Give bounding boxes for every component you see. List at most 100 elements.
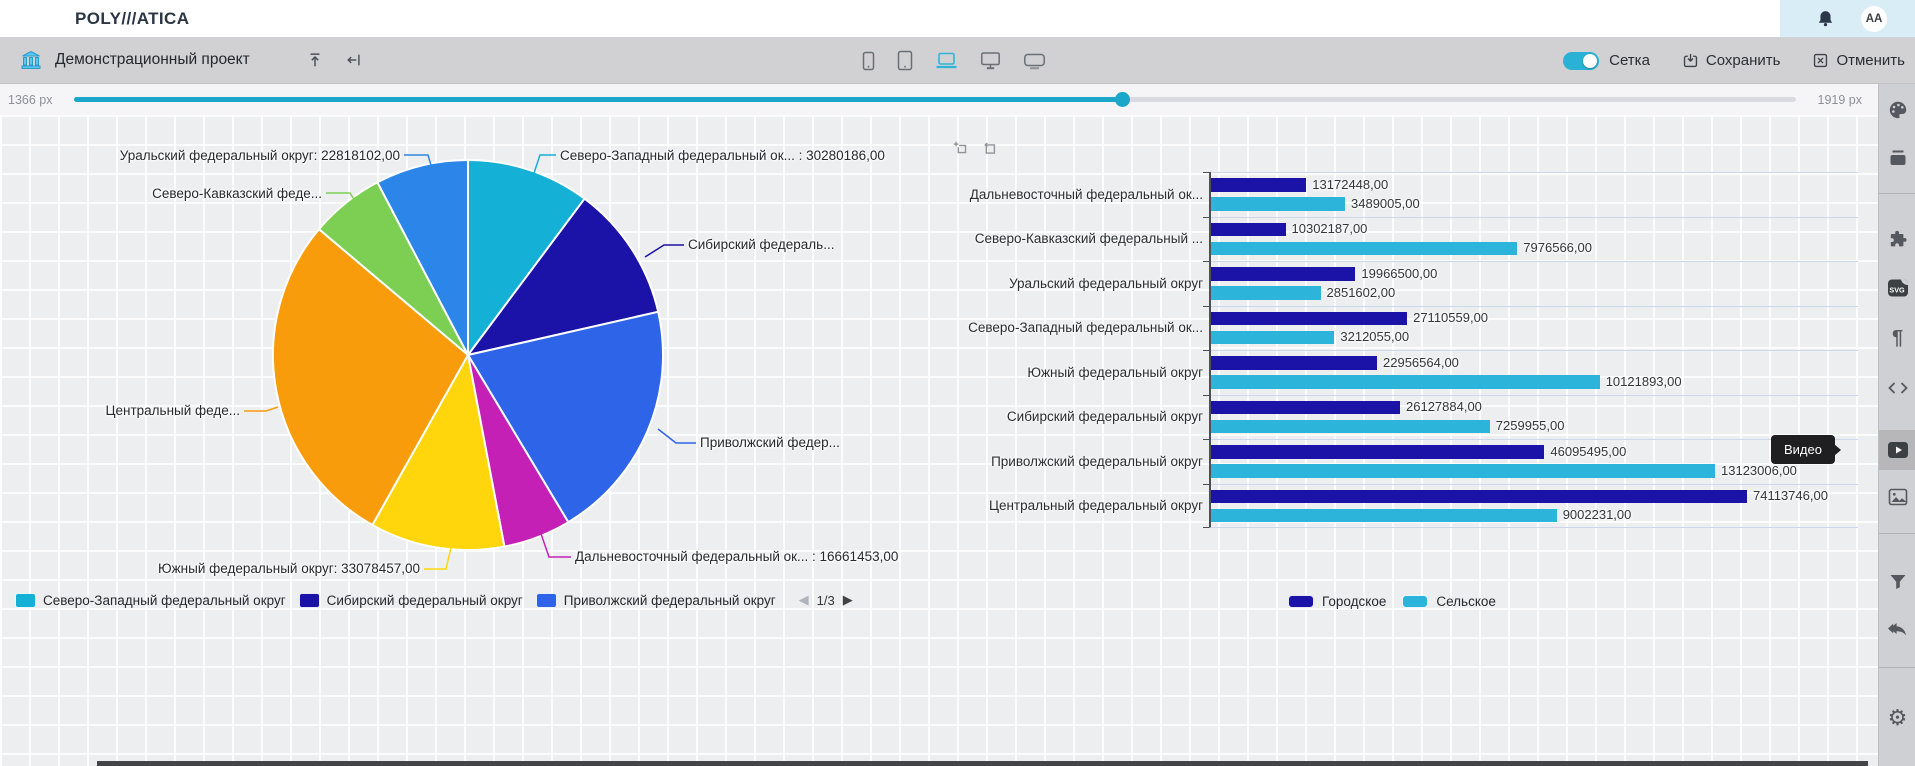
- pie-legend: Северо-Западный федеральный округ Сибирск…: [15, 592, 853, 608]
- bar-segment-Сельское[interactable]: [1211, 330, 1335, 344]
- grid-toggle[interactable]: [1563, 51, 1600, 70]
- dashboard-main: 1366 px 1919 px Уральский федеральный ок…: [0, 84, 1915, 766]
- legend-label: Северо-Западный федеральный округ: [43, 592, 286, 608]
- legend-swatch: [1402, 595, 1429, 608]
- toggle-knob: [1583, 53, 1598, 68]
- pie-callout-label: Уральский федеральный округ: 22818102,00: [119, 148, 400, 163]
- bar-widget-actions: [952, 140, 998, 158]
- topbar-user-area: AA: [1780, 0, 1915, 37]
- pie-slice[interactable]: [467, 310, 665, 524]
- bar-segment-Городское[interactable]: [1211, 222, 1286, 236]
- bar-category-label: Сибирский федеральный округ: [1006, 409, 1203, 425]
- bar-chart: 13172448,00 3489005,00 10302187,00 7976566,…: [1203, 172, 1858, 528]
- topbar: POLY///ATICA AA: [0, 0, 1915, 37]
- save-button[interactable]: Сохранить: [1682, 52, 1781, 69]
- bar-category-label: Приволжский федеральный округ: [991, 453, 1203, 469]
- bar-group: 13172448,00 3489005,00: [1203, 172, 1858, 217]
- slider-thumb[interactable]: [1115, 92, 1131, 107]
- bar-group: 19966500,00 2851602,00: [1203, 261, 1858, 306]
- pie-slice[interactable]: [467, 197, 660, 356]
- select-area-icon[interactable]: [952, 140, 970, 158]
- reset-selection-icon[interactable]: [980, 140, 998, 158]
- bar-value-label: 10302187,00: [1291, 221, 1368, 236]
- bar-segment-Городское[interactable]: [1211, 489, 1747, 503]
- collapse-panel-icon[interactable]: [346, 51, 362, 69]
- code-icon[interactable]: [1879, 368, 1915, 408]
- pie-legend-item: Северо-Западный федеральный округ: [15, 592, 286, 608]
- export-icon[interactable]: [306, 51, 324, 69]
- bar-value-label: 19966500,00: [1361, 265, 1438, 281]
- pie-legend-item: Сибирский федеральный округ: [298, 592, 523, 608]
- bar-segment-Сельское[interactable]: [1211, 464, 1715, 478]
- bar-value-label: 74113746,00: [1753, 488, 1828, 503]
- layers-icon[interactable]: [1879, 138, 1915, 178]
- avatar[interactable]: AA: [1861, 5, 1887, 32]
- bar-value-label: 2851602,00: [1326, 284, 1396, 300]
- bar-value-label: 22956564,00: [1383, 354, 1459, 370]
- legend-item-selskoe: Сельское: [1402, 594, 1496, 609]
- bar-segment-Сельское[interactable]: [1211, 286, 1321, 300]
- video-tooltip: Видео: [1771, 435, 1841, 464]
- bar-group: 46095495,00 13123006,00: [1203, 439, 1858, 484]
- save-button-label: Сохранить: [1705, 52, 1781, 69]
- width-slider-row: 1366 px 1919 px: [0, 84, 1878, 115]
- widgets-sidebar: SVG ¶ ⚙: [1878, 84, 1915, 766]
- bar-segment-Сельское[interactable]: [1211, 419, 1490, 433]
- bar-segment-Сельское[interactable]: [1211, 197, 1345, 211]
- bar-value-label: 3212055,00: [1340, 329, 1410, 344]
- pilcrow-icon[interactable]: ¶: [1891, 327, 1904, 349]
- legend-swatch: [15, 592, 36, 608]
- bar-legend: Городское Сельское: [1288, 594, 1496, 609]
- bar-segment-Городское[interactable]: [1211, 267, 1356, 281]
- sidebar-divider: [1879, 667, 1915, 668]
- bar-group: 27110559,00 3212055,00: [1203, 305, 1858, 351]
- bar-segment-Городское[interactable]: [1211, 311, 1408, 325]
- filter-icon[interactable]: [1879, 562, 1915, 602]
- bar-value-label: 13123006,00: [1721, 462, 1797, 478]
- bar-category-label: Дальневосточный федеральный ок...: [969, 186, 1203, 202]
- bar-value-label: 46095495,00: [1550, 443, 1627, 459]
- legend-next-icon[interactable]: ▶: [842, 592, 853, 607]
- width-slider[interactable]: [74, 92, 1796, 107]
- device-tablet-icon[interactable]: [897, 50, 913, 71]
- video-icon[interactable]: [1879, 430, 1915, 470]
- pie-legend-item: Приволжский федеральный округ: [535, 592, 776, 608]
- bar-value-label: 7976566,00: [1523, 240, 1592, 255]
- svg-icon[interactable]: SVG: [1879, 268, 1915, 308]
- device-laptop-icon[interactable]: [935, 51, 958, 70]
- bar-segment-Сельское[interactable]: [1211, 375, 1600, 389]
- legend-page-indicator: 1/3: [816, 592, 835, 608]
- puzzle-icon[interactable]: [1879, 220, 1915, 260]
- pie-slice[interactable]: [271, 228, 469, 526]
- device-phone-icon[interactable]: [862, 51, 875, 71]
- legend-prev-icon[interactable]: ◀: [798, 592, 809, 607]
- settings-gear-icon[interactable]: ⚙: [1887, 705, 1908, 730]
- bar-segment-Городское[interactable]: [1211, 400, 1400, 414]
- legend-swatch: [298, 592, 320, 608]
- undo-icon[interactable]: [1879, 610, 1915, 650]
- pie-callout-label: Сибирский федераль...: [688, 237, 835, 252]
- cancel-button[interactable]: Отменить: [1812, 52, 1905, 69]
- bar-category-label: Центральный федеральный округ: [988, 498, 1203, 514]
- grid-toggle-label: Сетка: [1609, 52, 1650, 69]
- slider-max-label: 1919 px: [1817, 92, 1862, 107]
- project-bank-icon: [20, 50, 42, 70]
- bar-value-label: 26127884,00: [1406, 399, 1482, 414]
- device-monitor-icon[interactable]: [980, 51, 1001, 70]
- bar-segment-Сельское[interactable]: [1211, 241, 1518, 255]
- palette-icon[interactable]: [1879, 90, 1915, 130]
- cancel-button-label: Отменить: [1836, 52, 1905, 69]
- bar-value-label: 9002231,00: [1562, 507, 1632, 522]
- bar-segment-Сельское[interactable]: [1211, 508, 1557, 522]
- legend-item-gorodskoe: Городское: [1288, 594, 1386, 609]
- project-toolbar: Демонстрационный проект: [0, 37, 1915, 84]
- slider-fill: [74, 97, 1123, 102]
- bar-segment-Городское[interactable]: [1211, 178, 1307, 192]
- image-icon[interactable]: [1879, 477, 1915, 517]
- bar-segment-Городское[interactable]: [1211, 445, 1545, 459]
- device-tv-icon[interactable]: [1023, 52, 1046, 70]
- notifications-bell-icon[interactable]: [1816, 9, 1835, 28]
- legend-label: Сибирский федеральный округ: [326, 592, 523, 608]
- pie-chart[interactable]: [271, 158, 665, 552]
- bar-segment-Городское[interactable]: [1211, 356, 1377, 370]
